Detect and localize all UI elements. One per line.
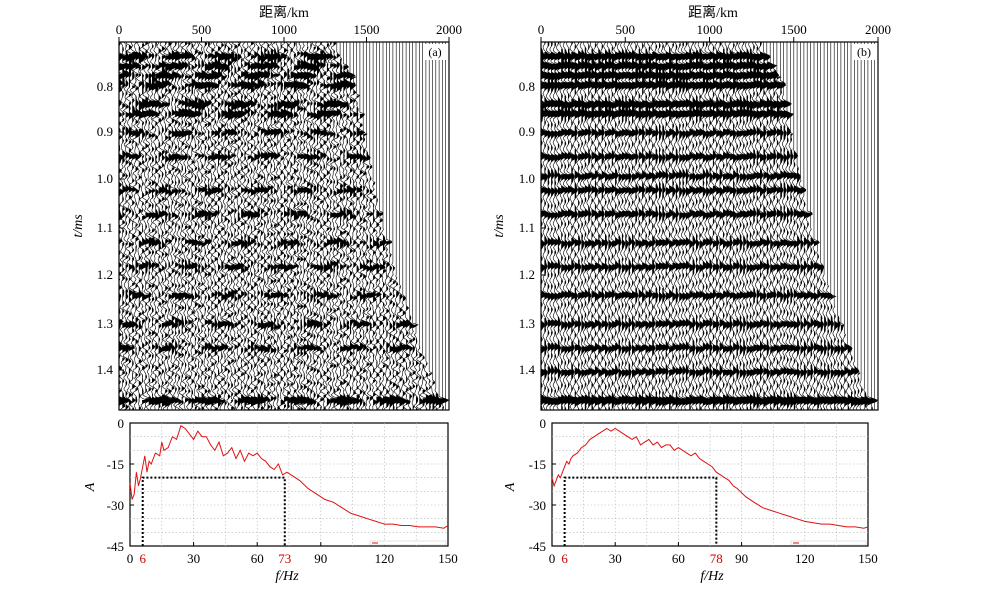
panel-a-spec-ytick: 0 — [118, 416, 125, 431]
panel-a-tag: (a) — [428, 45, 441, 59]
panel-a-spec-xtick: 120 — [375, 551, 395, 566]
panel-a-top-ticks — [119, 37, 449, 42]
panel-a-marker-low-label: 6 — [139, 551, 146, 566]
panel-a-spec-xtick: 150 — [438, 551, 458, 566]
panel-a-xtick: 2000 — [436, 22, 462, 37]
panel-a-xtick: 500 — [192, 22, 212, 37]
panel-a-ytick: 1.0 — [97, 171, 113, 186]
panel-a-xtick: 1000 — [271, 22, 297, 37]
panel-a-spec-ytick: -30 — [107, 498, 124, 513]
panel-a-x-axis-label: 距离/km — [259, 4, 309, 21]
panel-b-seismic: 0 500 1000 1500 2000 距离/km 0.8 0.9 1.0 1… — [492, 4, 891, 410]
panel-a-marker-high-label: 73 — [278, 551, 291, 566]
panel-a-spec-xtick: 0 — [127, 551, 134, 566]
panel-a-spec-xtick: 60 — [251, 551, 264, 566]
panel-a-ytick: 1.3 — [97, 316, 113, 331]
panel-a-spec-ytick: -15 — [107, 457, 124, 472]
panel-a-y-axis-label: t/ms — [71, 214, 86, 238]
panel-b: 0 500 1000 1500 2000 距离/km 0.8 0.9 1.0 1… — [492, 4, 891, 584]
panel-a-spec-xtick: 90 — [314, 551, 327, 566]
panel-a-seismic: 0 500 1000 1500 2000 距离/km 0.8 0.9 1.0 1… — [71, 4, 462, 410]
panel-a-spec-xtick: 30 — [187, 551, 200, 566]
panel-a-ytick: 1.1 — [97, 220, 113, 235]
panel-a-ytick: 1.4 — [97, 362, 114, 377]
panel-a-spec-ytick: -45 — [107, 539, 124, 554]
panel-a-ytick: 1.2 — [97, 267, 113, 282]
panel-a-xtick: 1500 — [354, 22, 380, 37]
panel-a-spec-y-axis-label: A — [83, 482, 98, 492]
panel-a-spectrum: 0 -15 -30 -45 0 30 60 90 120 150 6 73 f/… — [83, 416, 458, 584]
panel-a: 0 500 1000 1500 2000 距离/km 0.8 0.9 1.0 1… — [71, 4, 462, 584]
panel-a-ytick: 0.9 — [97, 124, 113, 139]
panel-a-spec-legend — [370, 541, 446, 545]
panel-a-ytick: 0.8 — [97, 79, 113, 94]
panel-a-xtick: 0 — [116, 22, 123, 37]
panel-a-spec-x-axis-label: f/Hz — [275, 569, 299, 584]
